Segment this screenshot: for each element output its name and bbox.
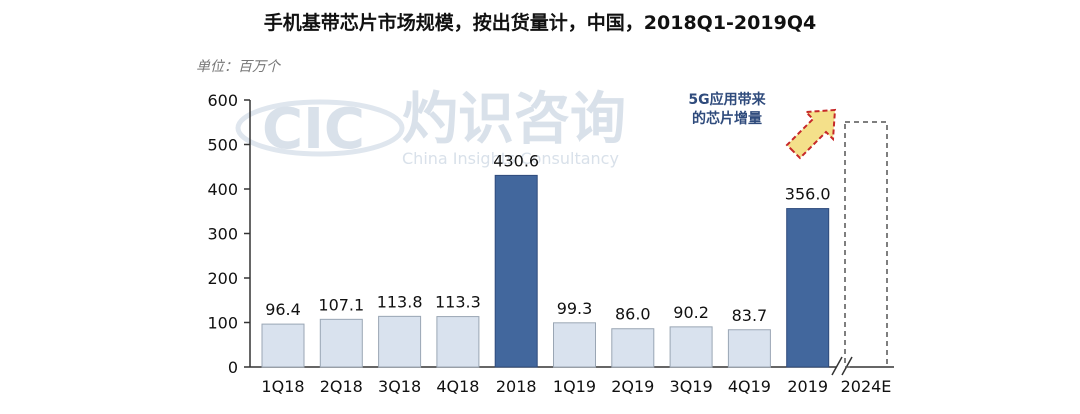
bar-annual — [786, 208, 830, 368]
bar-quarterly — [319, 318, 363, 368]
bar-quarterly — [611, 328, 655, 368]
y-tick-label: 200 — [207, 269, 238, 288]
bar-quarterly — [378, 315, 422, 368]
y-tick-label: 400 — [207, 180, 238, 199]
x-tick-label: 2018 — [496, 377, 537, 396]
annotation-line-1: 5G应用带来 — [688, 91, 766, 108]
data-label: 96.4 — [265, 300, 301, 319]
data-label: 113.3 — [435, 293, 481, 312]
bar-quarterly — [669, 326, 713, 368]
bar-quarterly — [436, 316, 480, 368]
x-tick-label: 2Q18 — [320, 377, 363, 396]
growth-arrow-icon — [785, 108, 837, 160]
watermark: CIC 灼识咨询 China Insights Consultancy — [235, 87, 626, 168]
data-label: 430.6 — [493, 151, 539, 170]
chart-title: 手机基带芯片市场规模，按出货量计，中国，2018Q1-2019Q4 — [263, 12, 817, 34]
unit-label: 单位：百万个 — [196, 59, 280, 75]
bars — [261, 121, 888, 368]
x-tick-label: 1Q19 — [553, 377, 596, 396]
x-tick-label: 4Q18 — [436, 377, 479, 396]
y-tick-label: 500 — [207, 136, 238, 155]
data-labels: 96.4 107.1 113.8 113.3 430.6 99.3 86.0 90.2 83.7… — [265, 151, 830, 324]
x-tick-label: 3Q19 — [670, 377, 713, 396]
y-tick-label: 300 — [207, 225, 238, 244]
watermark-logo: CIC — [262, 97, 365, 162]
bar-quarterly — [727, 329, 771, 368]
watermark-logo-ring — [235, 99, 405, 157]
x-tick-label: 2Q19 — [611, 377, 654, 396]
data-label: 113.8 — [377, 292, 423, 311]
data-label: 107.1 — [318, 295, 364, 314]
category-labels: 1Q18 2Q18 3Q18 4Q18 2018 1Q19 2Q19 3Q19 4Q19 2019… — [261, 377, 891, 396]
data-label: 356.0 — [785, 185, 831, 204]
bar-projected — [844, 121, 888, 368]
y-tick-label: 100 — [207, 314, 238, 333]
axis-break-mark — [831, 356, 843, 376]
data-label: 90.2 — [673, 303, 709, 322]
bar-quarterly — [261, 323, 305, 368]
bar-quarterly — [553, 322, 596, 368]
y-tick-label: 600 — [207, 91, 238, 110]
x-tick-label: 2019 — [787, 377, 828, 396]
data-label: 86.0 — [615, 305, 651, 324]
x-tick-label: 2024E — [841, 377, 892, 396]
x-tick-label: 3Q18 — [378, 377, 421, 396]
watermark-name: 灼识咨询 — [402, 87, 626, 152]
data-label: 83.7 — [732, 306, 768, 325]
x-tick-label: 1Q18 — [261, 377, 304, 396]
watermark-subtitle: China Insights Consultancy — [402, 149, 619, 168]
y-ticks: 0 100 200 300 400 500 600 — [207, 91, 250, 377]
annotation-line-2: 的芯片增量 — [692, 110, 762, 127]
bar-annual — [494, 174, 538, 368]
x-tick-label: 4Q19 — [728, 377, 771, 396]
y-tick-label: 0 — [228, 358, 238, 377]
axis-break-mark — [841, 356, 853, 376]
data-label: 99.3 — [557, 299, 593, 318]
